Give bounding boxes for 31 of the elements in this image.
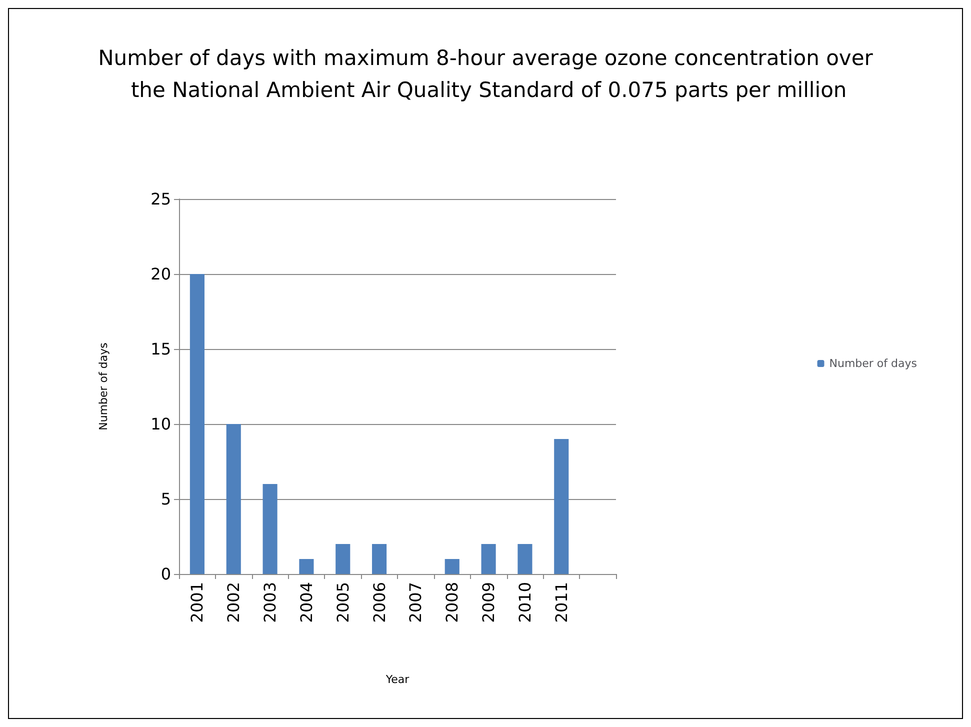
bar — [554, 439, 569, 574]
x-tick-label: 2011 — [552, 582, 571, 623]
bar — [336, 544, 350, 574]
x-tick-label: 2007 — [406, 582, 426, 623]
bar — [481, 544, 496, 574]
x-tick-label: 2008 — [442, 582, 462, 623]
y-tick-label: 15 — [150, 340, 171, 358]
y-tick-label: 10 — [150, 414, 171, 434]
x-tick-label: 2003 — [260, 582, 280, 623]
bar — [299, 559, 314, 574]
bar — [226, 424, 241, 574]
y-tick-label: 0 — [160, 564, 171, 584]
y-tick-label: 5 — [160, 490, 171, 508]
y-tick-label: 20 — [150, 264, 171, 284]
bar — [518, 544, 532, 574]
x-tick-label: 2006 — [370, 582, 389, 623]
y-tick-label: 25 — [150, 190, 171, 208]
x-tick-label: 2009 — [479, 582, 498, 623]
y-axis-title: Number of days — [97, 342, 110, 430]
bar — [372, 544, 387, 574]
x-tick-label: 2005 — [333, 582, 352, 623]
bar — [444, 559, 460, 574]
x-tick-label: 2001 — [188, 582, 207, 623]
x-axis-title: Year — [384, 673, 410, 686]
legend-label: Number of days — [829, 357, 918, 370]
x-tick-label: 2002 — [224, 582, 244, 623]
bar — [190, 274, 204, 574]
x-tick-label: 2004 — [296, 582, 316, 623]
bar — [262, 484, 278, 574]
x-tick-label: 2010 — [515, 582, 534, 623]
chart-title: Number of days with maximum 8-hour average ozone concentration over the National Ambient Air Quality Standard of 0.075 parts per million — [98, 46, 874, 102]
